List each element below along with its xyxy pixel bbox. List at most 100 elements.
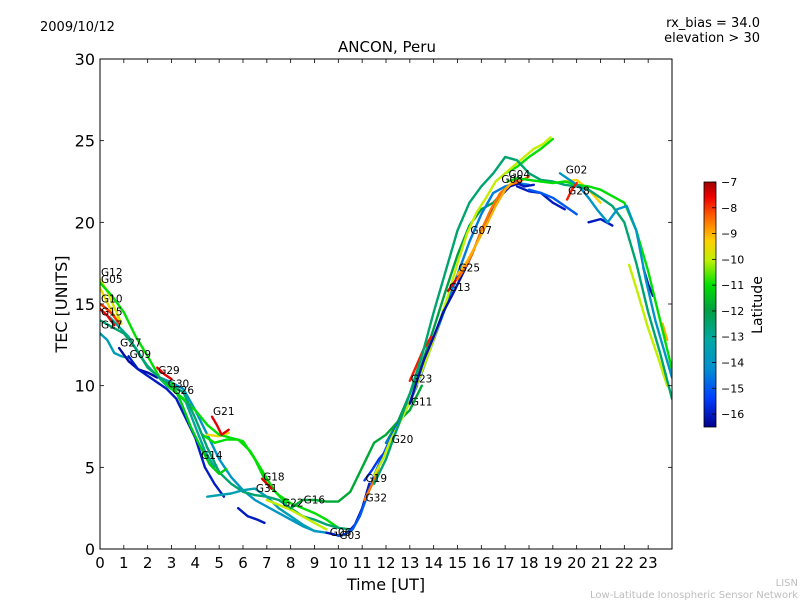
- series-line-g21: [210, 415, 230, 436]
- series-label-g13: G13: [449, 282, 471, 294]
- x-tick-label: 6: [238, 554, 248, 572]
- y-tick-label: 20: [75, 213, 95, 232]
- date-label: 2009/10/12: [40, 20, 115, 35]
- series-label-g04: G04: [509, 169, 531, 181]
- x-tick-label: 3: [167, 554, 177, 572]
- satellite-track: [206, 431, 230, 438]
- x-tick-label: 1: [119, 554, 129, 572]
- series-line-g02: [558, 172, 672, 379]
- series-label-g17: G17: [101, 320, 123, 332]
- series-label-g29: G29: [158, 365, 180, 377]
- series-line-g09: [127, 355, 226, 498]
- series-label-g25: G25: [459, 262, 481, 274]
- rx-bias-label: rx_bias = 34.0: [666, 16, 760, 31]
- series-line-g07: [456, 178, 516, 276]
- y-tick-label: 5: [85, 458, 95, 477]
- series-label-g15: G15: [101, 306, 123, 318]
- x-tick-label: 8: [286, 554, 296, 572]
- series-label-g09: G09: [130, 349, 152, 361]
- colorbar-tick-label: −12: [721, 305, 744, 318]
- satellite-track: [527, 188, 578, 216]
- x-tick-label: 13: [400, 554, 419, 572]
- satellite-track: [504, 137, 554, 175]
- series-label-g14: G14: [201, 450, 223, 462]
- lisn-full: Low-Latitude Ionospheric Sensor Network: [590, 590, 798, 600]
- colorbar-ticks: −7 −8 −9 −10 −11 −12 −13 −14 −15 −16: [712, 176, 744, 421]
- series-label-g19: G19: [366, 473, 388, 485]
- series-line-g29: [155, 366, 173, 381]
- series-line-g23: [408, 335, 433, 382]
- series-label-g23: G23: [411, 373, 433, 385]
- series-label-g28: G28: [568, 186, 590, 198]
- x-axis-label: Time [UT]: [346, 575, 425, 594]
- satellite-track: [587, 217, 614, 227]
- series-layer: [100, 136, 672, 538]
- series-label-g03: G03: [339, 530, 361, 542]
- series-label-g18: G18: [263, 471, 285, 483]
- series-label-g31: G31: [256, 483, 278, 495]
- series-line-g31: [206, 487, 316, 533]
- series-line-g26: [100, 319, 352, 531]
- series-label-g02: G02: [566, 164, 588, 176]
- x-tick-label: 11: [353, 554, 372, 572]
- x-tick-label: 23: [639, 554, 658, 572]
- y-axis-label: TEC [UNITS]: [52, 256, 71, 354]
- colorbar: [703, 181, 717, 428]
- series-label-g05: G05: [101, 274, 123, 286]
- series-line-g25: [456, 175, 531, 281]
- colorbar-tick-label: −9: [721, 228, 737, 241]
- series-line-g18: [260, 477, 273, 490]
- series-line-g19: [363, 449, 388, 482]
- elevation-label: elevation > 30: [664, 31, 760, 46]
- colorbar-tick-label: −11: [721, 279, 744, 292]
- colorbar-tick-label: −7: [721, 176, 737, 189]
- colorbar-tick-label: −14: [721, 357, 744, 370]
- lisn-short: LISN: [776, 578, 798, 589]
- colorbar-tick-label: −8: [721, 202, 737, 215]
- x-tick-label: 22: [615, 554, 634, 572]
- series-label-g12: G12: [101, 267, 123, 279]
- x-tick-label: 5: [214, 554, 224, 572]
- x-axis: 0 1 2 3 4 5 6 7 8 9 10 11 12 13 14 15 16 17 18 19 20 21 22 23: [95, 59, 658, 572]
- series-line-g15: [100, 307, 116, 327]
- series-label-g27: G27: [120, 337, 142, 349]
- series-label-g06: G06: [330, 527, 352, 539]
- x-tick-label: 17: [496, 554, 515, 572]
- series-label-g30: G30: [168, 378, 190, 390]
- series-label-g21: G21: [213, 406, 235, 418]
- series-line-g28: [565, 181, 578, 201]
- x-tick-label: 2: [143, 554, 153, 572]
- satellite-track: [627, 263, 669, 387]
- x-tick-label: 18: [519, 554, 538, 572]
- series-line-g16: [289, 384, 423, 510]
- x-tick-label: 12: [376, 554, 395, 572]
- x-tick-label: 14: [424, 554, 443, 572]
- chart-title: ANCON, Peru: [338, 38, 436, 56]
- y-tick-label: 10: [75, 377, 95, 396]
- x-tick-label: 9: [310, 554, 320, 572]
- x-tick-label: 0: [95, 554, 105, 572]
- colorbar-label: Latitude: [750, 276, 766, 334]
- satellite-track: [236, 507, 266, 525]
- satellite-track: [661, 322, 669, 342]
- series-label-g20: G20: [392, 434, 414, 446]
- series-line-g17: [100, 332, 130, 360]
- y-tick-label: 30: [75, 50, 95, 69]
- colorbar-tick-label: −15: [721, 382, 744, 395]
- satellite-track: [201, 433, 288, 505]
- series-label-g08: G08: [501, 174, 523, 186]
- colorbar-tick-label: −16: [721, 408, 744, 421]
- series-line-g10: [100, 302, 121, 325]
- x-tick-label: 7: [262, 554, 272, 572]
- series-label-g07: G07: [470, 225, 492, 237]
- y-tick-label: 25: [75, 132, 95, 151]
- series-label-g22: G22: [282, 498, 304, 510]
- series-line-g14: [170, 381, 228, 476]
- x-tick-label: 10: [329, 554, 348, 572]
- series-line-g32: [363, 466, 380, 502]
- satellite-track: [515, 185, 566, 211]
- x-tick-label: 16: [472, 554, 491, 572]
- y-tick-label: 15: [75, 295, 95, 314]
- series-line-g08: [372, 155, 672, 485]
